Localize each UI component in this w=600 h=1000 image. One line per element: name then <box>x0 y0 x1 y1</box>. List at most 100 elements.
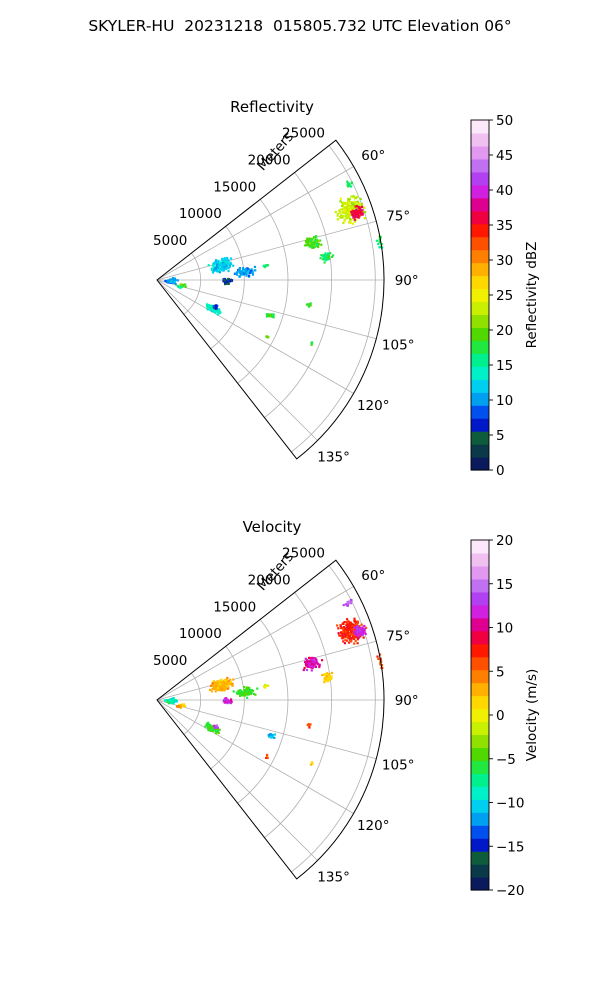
echo-cell <box>358 629 361 632</box>
echo-cell <box>180 285 183 288</box>
echo-cell <box>327 258 330 261</box>
colorbar-swatch <box>471 158 489 173</box>
echo-cell <box>358 628 361 631</box>
echo-cell <box>215 269 218 273</box>
echo-cell <box>356 633 359 636</box>
echo-cell <box>359 633 362 636</box>
echo-cell <box>321 674 324 677</box>
echo-cell <box>229 262 233 266</box>
echo-cell <box>337 632 340 635</box>
echo-cell <box>325 675 328 678</box>
echo-cell <box>264 686 267 689</box>
echo-cell <box>306 661 309 665</box>
echo-cell <box>230 698 233 701</box>
echo-cell <box>353 637 356 640</box>
echo-cell <box>228 265 231 268</box>
echo-cell <box>343 208 347 211</box>
echo-cell <box>325 673 328 676</box>
colorbar-swatch <box>471 578 489 593</box>
colorbar-swatch <box>471 877 489 891</box>
echo-cell <box>356 195 359 199</box>
echo-cell <box>356 207 359 210</box>
echo-cell <box>221 689 224 692</box>
echo-cell <box>232 690 235 693</box>
echo-cell <box>218 312 221 315</box>
echo-cell <box>207 264 210 267</box>
echo-cell <box>207 721 210 724</box>
echo-cell <box>210 690 213 693</box>
echo-cell <box>226 687 229 690</box>
colorbar-swatch <box>471 457 489 471</box>
azimuth-spoke <box>156 279 354 394</box>
echo-cell <box>348 221 351 224</box>
echo-cell <box>221 266 224 269</box>
echo-cell <box>342 622 345 625</box>
echo-cell <box>344 212 347 215</box>
echo-cell <box>218 680 221 683</box>
echo-cell <box>306 239 309 242</box>
echo-cell <box>359 211 362 215</box>
echo-cell <box>173 280 176 283</box>
echo-cell <box>253 265 256 268</box>
echo-cell <box>352 216 355 219</box>
echo-cell <box>358 203 362 206</box>
echo-cell <box>346 623 349 626</box>
echo-cell <box>209 306 212 309</box>
echo-cell <box>213 726 216 729</box>
echo-cell <box>356 638 359 641</box>
echo-cell <box>207 726 210 729</box>
echo-cell <box>269 314 272 317</box>
echo-cell <box>249 692 252 695</box>
colorbar-swatch <box>471 236 489 251</box>
echo-cell <box>346 207 349 210</box>
colorbar-tick-label: −5 <box>496 752 516 768</box>
echo-cell <box>355 208 358 211</box>
echo-cell <box>213 724 216 727</box>
echo-cell <box>306 237 309 240</box>
echo-cell <box>351 634 355 637</box>
echo-cell <box>317 663 320 666</box>
echo-cell <box>246 689 250 692</box>
echo-cell <box>231 684 234 687</box>
echo-cell <box>338 634 341 637</box>
echo-cell <box>355 214 358 218</box>
echo-cell <box>360 213 363 216</box>
echo-cell <box>308 238 311 241</box>
range-tick-label: 25000 <box>282 546 325 562</box>
echo-cell <box>212 271 215 274</box>
echo-cell <box>224 682 227 685</box>
echo-cell <box>228 683 232 686</box>
echo-cell <box>238 267 242 270</box>
echo-cell <box>224 283 227 286</box>
echo-cell <box>217 308 220 311</box>
echo-cell <box>273 733 277 736</box>
chart-panel-0: Reflectivity500010000150002000025000Mete… <box>153 98 540 479</box>
echo-cell <box>344 638 347 641</box>
colorbar-swatch <box>471 773 489 787</box>
colorbar-tick-label: 20 <box>496 533 513 549</box>
range-ring <box>183 252 201 315</box>
colorbar-swatch <box>471 812 489 826</box>
echo-cell <box>309 302 312 305</box>
colorbar-swatch <box>471 392 489 406</box>
azimuth-tick-label: 60° <box>361 568 385 584</box>
echo-cell <box>305 662 308 665</box>
echo-cell <box>216 684 219 687</box>
echo-cell <box>353 218 356 221</box>
echo-cell <box>171 281 174 284</box>
echo-cell <box>216 680 219 683</box>
echo-cell <box>311 239 314 242</box>
echo-cell <box>224 267 227 270</box>
colorbar-tick-label: 25 <box>496 288 513 304</box>
echo-cell <box>361 634 364 637</box>
echo-cell <box>227 282 230 285</box>
echo-cell <box>216 688 219 691</box>
echo-cell <box>346 635 349 638</box>
echo-cell <box>207 306 210 309</box>
echo-cell <box>212 263 215 266</box>
echo-cell <box>354 213 357 216</box>
echo-cell <box>306 243 309 246</box>
echo-cell <box>308 660 311 663</box>
colorbar-tick-label: −15 <box>496 839 525 855</box>
